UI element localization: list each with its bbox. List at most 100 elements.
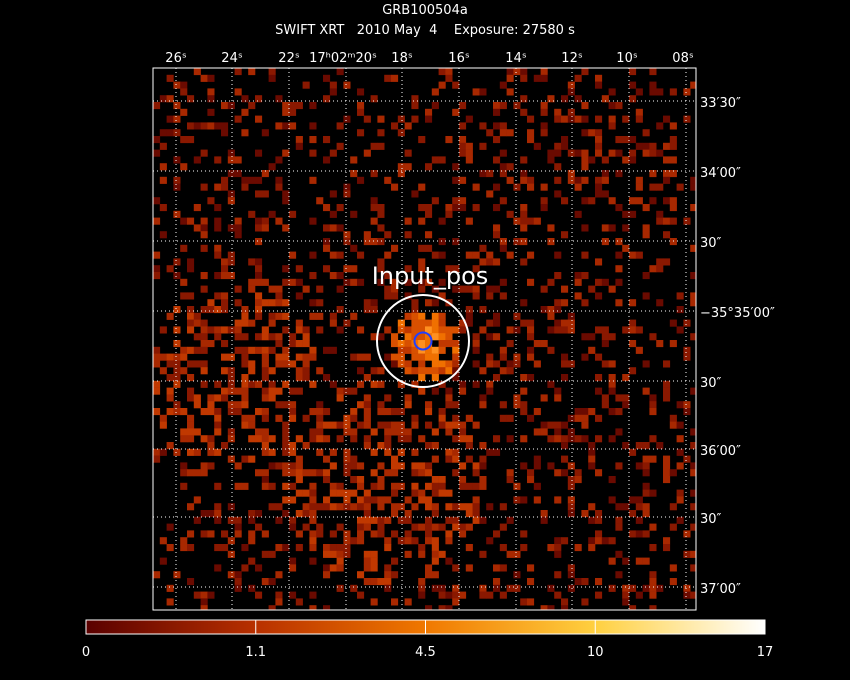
pixel [316,448,324,456]
pixel [309,149,317,157]
pixel [567,176,575,184]
pixel [425,462,433,470]
pixel [384,421,392,429]
pixel [363,503,371,511]
pixel [690,503,696,511]
pixel [187,95,195,103]
pixel [377,238,385,246]
pixel [629,210,637,218]
pixel [588,156,596,164]
pixel [370,550,378,558]
pixel [472,285,480,293]
pixel [214,448,222,456]
pixel [241,414,249,422]
pixel [343,115,351,123]
pixel [608,285,616,293]
pixel [486,591,494,599]
pixel [370,448,378,456]
pixel [493,136,501,144]
pixel [608,197,616,205]
pixel [207,326,215,334]
pixel [663,170,671,178]
pixel [622,584,630,592]
pixel [309,544,317,552]
pixel [384,428,392,436]
colorbar-label: 10 [587,645,604,660]
pixel [404,265,412,273]
pixel [282,435,290,443]
pixel [513,353,521,361]
pixel [241,306,249,314]
pixel [295,136,303,144]
pixel [418,489,426,497]
pixel [282,462,290,470]
pixel [567,108,575,116]
pixel [520,496,528,504]
pixel [438,68,446,76]
pixel [227,251,235,259]
pixel [472,333,480,341]
pixel [261,326,269,334]
pixel [642,272,650,280]
pixel [180,136,188,144]
image-frame [152,67,697,611]
pixel [663,156,671,164]
pixel [540,68,548,76]
pixel [241,129,249,137]
pixel [207,408,215,416]
pixel [363,374,371,382]
pixel [275,95,283,103]
pixel [404,435,412,443]
pixel [486,333,494,341]
pixel [486,319,494,327]
pixel [527,333,535,341]
pixel [615,136,623,144]
pixel [187,346,195,354]
pixel [574,544,582,552]
dec-label: 37′00″ [700,582,741,597]
pixel [527,251,535,259]
pixel [431,360,439,368]
pixel [431,510,439,518]
pixel [200,122,208,130]
pixel [574,95,582,103]
pixel [635,503,643,511]
pixel [574,476,582,484]
pixel [581,115,589,123]
pixel [615,278,623,286]
pixel [690,523,696,531]
pixel [268,462,276,470]
pixel [268,605,276,610]
pixel [499,149,507,157]
pixel [411,503,419,511]
pixel [275,217,283,225]
pixel [513,183,521,191]
pixel [227,170,235,178]
pixel [438,340,446,348]
pixel [520,374,528,382]
pixel [533,496,541,504]
pixel [397,346,405,354]
pixel [309,122,317,130]
pixel [391,408,399,416]
pixel [595,326,603,334]
pixel [207,340,215,348]
pixel [499,367,507,375]
pixel [601,224,609,232]
pixel [221,122,229,130]
pixel [554,115,562,123]
pixel [438,550,446,558]
pixel [669,469,677,477]
pixel [622,244,630,252]
pixel [329,380,337,388]
pixel [316,312,324,320]
pixel [567,115,575,123]
pixel [234,326,242,334]
pixel [316,469,324,477]
pixel [404,598,412,606]
pixel [438,156,446,164]
pixel [261,367,269,375]
pixel [567,564,575,572]
pixel [690,442,696,450]
pixel [350,387,358,395]
